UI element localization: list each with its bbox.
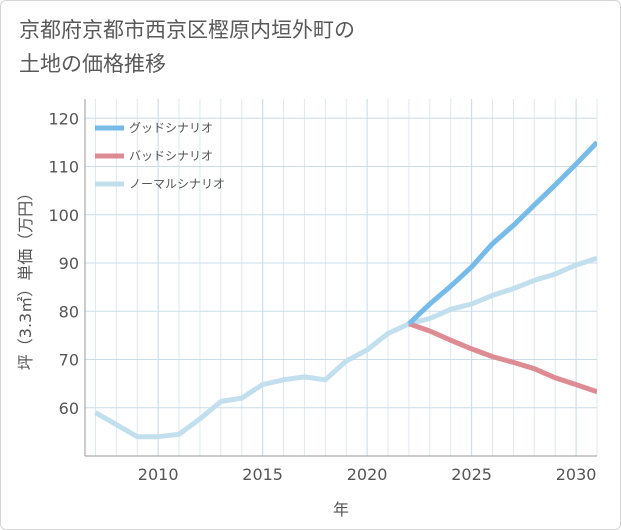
series-line-bad xyxy=(408,321,597,395)
y-tick-label: 70 xyxy=(59,351,79,370)
y-tick-label: 100 xyxy=(48,206,79,225)
series-line-good xyxy=(407,140,597,326)
series-line-normal xyxy=(94,255,597,440)
legend-label-bad: バッドシナリオ xyxy=(129,149,213,163)
chart-title: 京都府京都市西京区樫原内垣外町の 土地の価格推移 xyxy=(19,18,355,76)
y-tick-label: 90 xyxy=(59,254,79,273)
y-axis-title: 坪（3.3㎡）単価（万円） xyxy=(16,185,35,370)
y-tick-label: 80 xyxy=(59,302,79,321)
y-tick-label: 110 xyxy=(48,158,79,177)
x-tick-label: 2010 xyxy=(138,465,179,484)
x-tick-label: 2025 xyxy=(451,465,492,484)
x-axis-title: 年 xyxy=(333,500,349,519)
legend-label-normal: ノーマルシナリオ xyxy=(129,177,225,191)
y-tick-label: 60 xyxy=(59,399,79,418)
x-tick-label: 2020 xyxy=(347,465,388,484)
legend-label-good: グッドシナリオ xyxy=(129,121,213,135)
plot-area xyxy=(85,99,597,456)
x-tick-label: 2015 xyxy=(242,465,283,484)
y-tick-label: 120 xyxy=(48,109,79,128)
x-tick-label: 2030 xyxy=(556,465,597,484)
